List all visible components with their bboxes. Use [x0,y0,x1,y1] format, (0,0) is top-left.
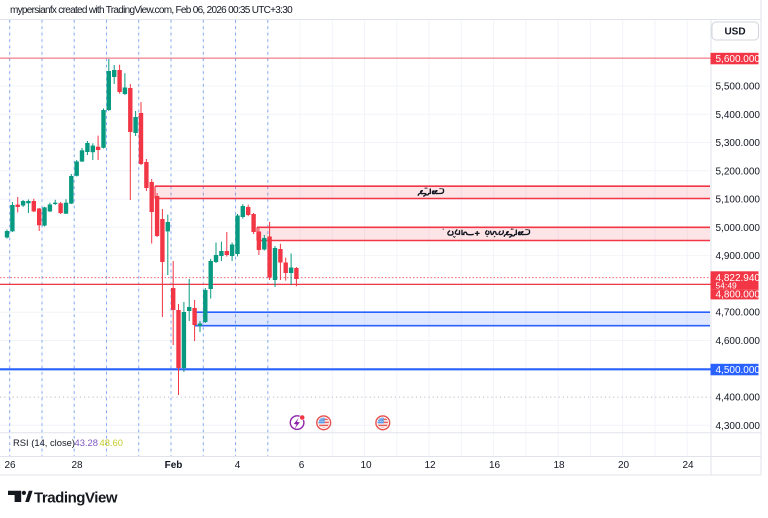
svg-text:43.28: 43.28 [75,437,98,448]
svg-text:48.60: 48.60 [100,437,123,448]
svg-text:4: 4 [235,460,241,471]
svg-text:5,300.000: 5,300.000 [716,138,761,149]
svg-text:USD: USD [724,27,745,38]
svg-text:5,000.000: 5,000.000 [716,223,761,234]
svg-text:mypersianfx created with Tradi: mypersianfx created with TradingView.com… [10,5,293,16]
svg-text:4,500.000: 4,500.000 [716,365,761,376]
svg-text:4,400.000: 4,400.000 [716,393,761,404]
svg-text:4,800.000: 4,800.000 [716,290,761,301]
svg-text:4,822.940: 4,822.940 [716,273,761,284]
svg-text:4,300.000: 4,300.000 [716,421,761,432]
svg-text:18: 18 [553,460,565,471]
svg-text:4,600.000: 4,600.000 [716,336,761,347]
svg-text:5,600.000: 5,600.000 [716,54,761,65]
svg-text:Feb: Feb [165,460,183,471]
svg-text:54:49: 54:49 [716,280,738,290]
svg-text:4,700.000: 4,700.000 [716,308,761,319]
svg-text:20: 20 [618,460,630,471]
svg-text:16: 16 [489,460,501,471]
svg-text:6: 6 [299,460,305,471]
svg-text:TradingView: TradingView [34,489,118,506]
svg-text:28: 28 [71,460,83,471]
svg-text:26: 26 [4,460,16,471]
svg-text:5,200.000: 5,200.000 [716,166,761,177]
svg-text:5,400.000: 5,400.000 [716,110,761,121]
svg-text:4,900.000: 4,900.000 [716,251,761,262]
svg-text:24: 24 [682,460,694,471]
svg-text:5,500.000: 5,500.000 [716,82,761,93]
svg-text:RSI (14, close): RSI (14, close) [13,437,75,448]
svg-text:5,100.000: 5,100.000 [716,195,761,206]
svg-text:12: 12 [424,460,436,471]
svg-text:10: 10 [360,460,372,471]
